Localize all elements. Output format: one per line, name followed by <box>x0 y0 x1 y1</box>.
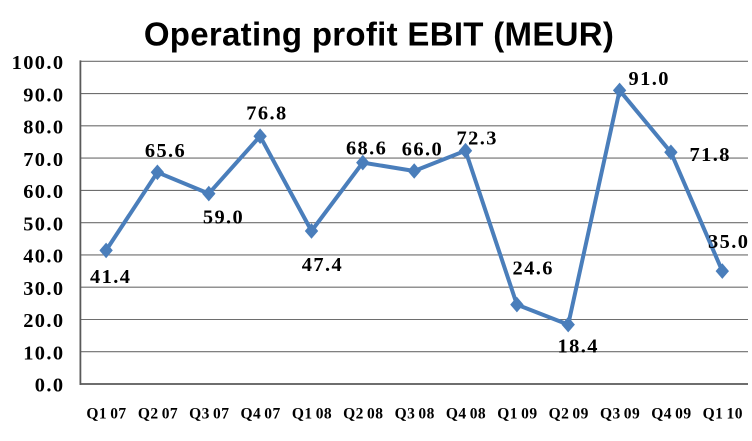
svg-text:60.0: 60.0 <box>23 181 64 203</box>
svg-text:18.4: 18.4 <box>558 336 599 358</box>
svg-text:59.0: 59.0 <box>203 207 244 229</box>
svg-text:47.4: 47.4 <box>302 254 343 276</box>
svg-text:Q3 07: Q3 07 <box>189 405 229 422</box>
svg-text:Q2 07: Q2 07 <box>138 405 178 422</box>
svg-text:Q2 08: Q2 08 <box>343 405 383 422</box>
svg-text:41.4: 41.4 <box>90 266 131 288</box>
svg-text:Q4 09: Q4 09 <box>651 405 691 422</box>
svg-text:Q3 09: Q3 09 <box>600 405 640 422</box>
svg-text:70.0: 70.0 <box>23 149 64 171</box>
svg-text:66.0: 66.0 <box>402 138 443 160</box>
svg-text:100.0: 100.0 <box>12 52 65 74</box>
svg-text:Q2 09: Q2 09 <box>549 405 589 422</box>
svg-text:68.6: 68.6 <box>346 138 387 160</box>
svg-text:90.0: 90.0 <box>23 84 64 106</box>
svg-text:10.0: 10.0 <box>23 342 64 364</box>
svg-text:24.6: 24.6 <box>513 257 554 279</box>
svg-text:Q4 07: Q4 07 <box>240 405 280 422</box>
svg-text:20.0: 20.0 <box>23 310 64 332</box>
svg-text:80.0: 80.0 <box>23 117 64 139</box>
svg-text:Q1 09: Q1 09 <box>497 405 537 422</box>
svg-text:65.6: 65.6 <box>145 140 186 162</box>
svg-text:50.0: 50.0 <box>23 213 64 235</box>
svg-text:Q1 10: Q1 10 <box>703 405 743 422</box>
svg-text:0.0: 0.0 <box>35 375 65 397</box>
svg-text:35.0: 35.0 <box>708 231 749 253</box>
svg-text:91.0: 91.0 <box>629 68 670 90</box>
svg-text:Q3 08: Q3 08 <box>395 405 435 422</box>
svg-text:30.0: 30.0 <box>23 278 64 300</box>
svg-text:72.3: 72.3 <box>457 127 498 149</box>
svg-text:71.8: 71.8 <box>690 144 731 166</box>
svg-text:Operating profit EBIT (MEUR): Operating profit EBIT (MEUR) <box>144 16 614 53</box>
svg-text:40.0: 40.0 <box>23 246 64 268</box>
svg-text:76.8: 76.8 <box>246 103 287 125</box>
svg-text:Q1 08: Q1 08 <box>292 405 332 422</box>
svg-text:Q4 08: Q4 08 <box>446 405 486 422</box>
svg-text:Q1 07: Q1 07 <box>86 405 126 422</box>
